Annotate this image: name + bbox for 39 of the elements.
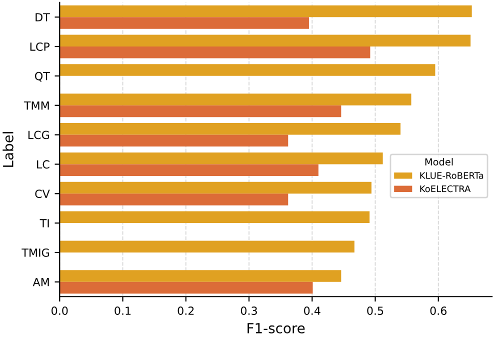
x-tick-label: 0.1 <box>114 306 131 315</box>
y-tick-label: LCP <box>30 42 50 51</box>
y-tick-label: CV <box>35 190 50 198</box>
y-tick-label: QT <box>35 72 50 82</box>
y-tick-label: AM <box>32 278 49 286</box>
bar <box>60 270 342 282</box>
y-axis-title: Label <box>2 132 14 167</box>
bar <box>60 64 436 76</box>
y-tick-label: TMIG <box>22 248 50 257</box>
bar <box>60 34 471 47</box>
y-tick-label: TI <box>40 219 49 228</box>
bar <box>60 123 400 135</box>
x-tick-label: 0.5 <box>367 306 384 315</box>
bar <box>60 282 313 294</box>
bar <box>60 194 288 206</box>
legend-label: KLUE-RoBERTa <box>420 172 484 179</box>
bar <box>60 5 472 18</box>
bar <box>60 17 309 29</box>
bar <box>60 211 370 224</box>
x-tick-label: 0.0 <box>52 306 68 315</box>
x-tick-label: 0.4 <box>304 306 320 315</box>
x-tick-label: 0.2 <box>178 306 194 315</box>
x-tick-label: 0.6 <box>430 306 447 315</box>
y-tick-label: TMM <box>24 101 49 110</box>
bar <box>60 46 370 58</box>
bar <box>60 105 342 118</box>
y-tick-label: LCG <box>28 130 50 140</box>
bar <box>60 240 354 252</box>
bar <box>60 94 412 106</box>
bar <box>60 134 288 147</box>
bar <box>60 152 383 164</box>
x-axis-title: F1-score <box>248 323 305 334</box>
legend-label: KoELECTRA <box>420 185 471 192</box>
x-tick-label: 0.3 <box>240 306 257 315</box>
y-tick-label: LC <box>37 160 50 169</box>
y-tick-label: DT <box>36 13 50 22</box>
bar <box>60 182 372 194</box>
legend-title: Model <box>425 158 453 166</box>
bar <box>60 164 318 176</box>
